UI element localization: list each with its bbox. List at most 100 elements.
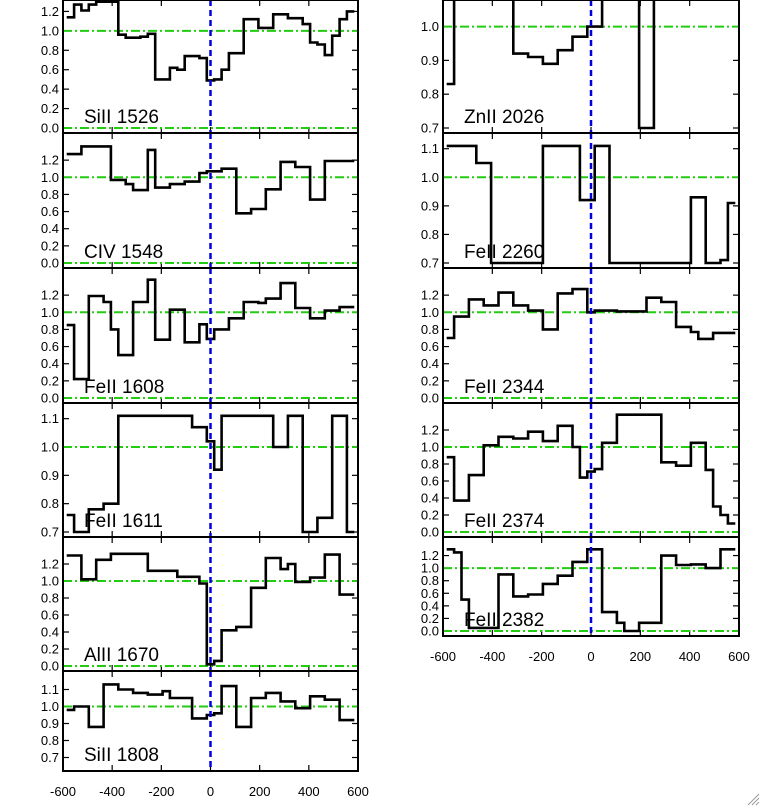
y-tick-label: 1.0	[421, 170, 439, 185]
y-tick-label: 0.6	[421, 586, 439, 601]
ion-label-feii-2344: FeII 2344	[464, 377, 545, 398]
spectrum-alii-1670	[66, 552, 355, 666]
y-tick-label: 1.1	[421, 141, 439, 156]
y-tick-label: 0.0	[421, 525, 439, 540]
y-tick-label: 0.0	[41, 121, 59, 136]
y-tick-label: 0.4	[41, 221, 59, 236]
y-tick-label: 0.0	[421, 391, 439, 406]
x-tick-label: 400	[298, 784, 320, 799]
y-tick-label: 1.2	[421, 288, 439, 303]
panel-feii-2260: 0.7 0.8 0.9 1.0 1.1 FeII 2260	[421, 132, 740, 271]
panel-feii-1611: 0.7 0.8 0.9 1.0 1.1 FeII 1611	[41, 402, 359, 540]
ion-label-feii-2382: FeII 2382	[464, 610, 544, 631]
panel-frame	[442, 536, 740, 637]
y-tick-label: 0.9	[421, 53, 439, 68]
y-tick-label: 0.2	[41, 373, 59, 388]
y-tick-label: 0.4	[41, 356, 59, 371]
y-tick-label: 0.0	[41, 391, 59, 406]
y-tick-label: 0.8	[421, 457, 439, 472]
y-tick-label: 0.8	[41, 496, 59, 511]
panel-feii-1608: 0.0 0.2 0.4 0.6 0.8 1.0 1.2 FeII 1608	[41, 267, 359, 406]
y-tick-label: 0.0	[41, 256, 59, 271]
spectrum-feii-2382	[446, 548, 736, 633]
y-tick-label: 1.0	[41, 699, 59, 714]
y-tick-label: 1.2	[41, 557, 59, 572]
y-tick-label: 1.0	[421, 561, 439, 576]
y-tick-label: 1.0	[41, 23, 59, 38]
panel-siii-1526: 0.0 0.2 0.4 0.6 0.8 1.0 1.2 SiII 1526	[41, 0, 359, 136]
y-tick-label: 0.4	[421, 491, 439, 506]
y-tick-label: 1.2	[421, 423, 439, 438]
y-tick-label: 1.1	[41, 682, 59, 697]
panel-znii-2026: 0.7 0.8 0.9 1.0 ZnII 2026	[421, 0, 740, 136]
y-tick-label: 0.4	[421, 598, 439, 613]
y-tick-label: 0.9	[41, 716, 59, 731]
y-tick-label: 0.2	[421, 373, 439, 388]
x-tick-label: -400	[479, 649, 505, 664]
panel-feii-2382: 0.00.20.40.60.81.01.2 FeII 2382	[421, 536, 740, 639]
x-tick-label: 200	[249, 784, 271, 799]
y-tick-label: 0.7	[421, 121, 439, 136]
ion-label-civ-1548: CIV 1548	[84, 242, 163, 263]
x-tick-label: 0	[587, 649, 594, 664]
y-tick-label: 1.0	[421, 440, 439, 455]
y-tick-label: 1.2	[421, 548, 439, 563]
y-tick-label: 0.4	[41, 82, 59, 97]
y-tick-label: 1.2	[41, 288, 59, 303]
spectrum-feii-1608	[66, 278, 355, 381]
x-tick-label: 600	[347, 784, 369, 799]
y-tick-label: 0.4	[41, 625, 59, 640]
y-tick-label: 0.6	[41, 339, 59, 354]
y-tick-label: 0.8	[421, 227, 439, 242]
y-tick-label: 1.0	[41, 305, 59, 320]
spectrum-feii-2260	[446, 144, 736, 265]
y-tick-label: 0.8	[421, 87, 439, 102]
y-tick-label: 0.2	[41, 101, 59, 116]
y-tick-label: 1.2	[41, 153, 59, 168]
y-tick-label: 0.9	[41, 468, 59, 483]
panel-feii-2374: 0.0 0.2 0.4 0.6 0.8 1.0 1.2 FeII 2374	[421, 402, 740, 540]
y-tick-label: 0.6	[41, 608, 59, 623]
y-tick-label: 0.8	[41, 43, 59, 58]
resize-grip-icon[interactable]	[747, 793, 760, 806]
x-tick-label: 200	[629, 649, 651, 664]
y-tick-label: 1.0	[421, 19, 439, 34]
y-tick-label: 0.6	[41, 62, 59, 77]
panel-civ-1548: 0.0 0.2 0.4 0.6 0.8 1.0 1.2 CIV 1548	[41, 132, 359, 271]
spectrum-civ-1548	[66, 145, 355, 215]
x-tick-label: -600	[430, 649, 456, 664]
x-axis-labels: -600 -400 -200 0 200 400 600 -600 -400 -200 0 200 40…	[50, 649, 750, 799]
y-tick-label: 1.0	[421, 305, 439, 320]
ion-label-feii-2374: FeII 2374	[464, 511, 545, 532]
y-tick-label: 0.6	[41, 204, 59, 219]
panel-frame	[62, 670, 359, 772]
y-tick-label: 0.2	[421, 611, 439, 626]
ion-label-znii-2026: ZnII 2026	[464, 107, 544, 128]
y-tick-label: 0.8	[41, 733, 59, 748]
y-tick-label: 0.8	[421, 322, 439, 337]
y-tick-label: 0.7	[421, 256, 439, 271]
panel-siii-1808: 0.7 0.8 0.9 1.0 1.1 SiII 1808	[41, 670, 359, 772]
y-tick-label: 1.0	[41, 440, 59, 455]
x-tick-label: 400	[679, 649, 701, 664]
x-tick-label: -600	[50, 784, 76, 799]
y-tick-label: 0.8	[41, 187, 59, 202]
y-tick-label: 0.8	[421, 573, 439, 588]
ion-label-siii-1526: SiII 1526	[84, 107, 159, 128]
y-tick-label: 1.1	[41, 411, 59, 426]
x-tick-label: -400	[99, 784, 125, 799]
y-tick-label: 0.7	[41, 525, 59, 540]
y-tick-label: 1.0	[41, 574, 59, 589]
ion-label-feii-1608: FeII 1608	[84, 377, 164, 398]
y-tick-label: 0.0	[421, 624, 439, 639]
y-tick-label: 1.0	[41, 170, 59, 185]
y-tick-label: 0.8	[41, 591, 59, 606]
spectrum-feii-2344	[446, 287, 736, 341]
x-tick-label: 0	[207, 784, 214, 799]
x-tick-label: -200	[529, 649, 555, 664]
ion-label-alii-1670: AlII 1670	[84, 645, 159, 666]
ion-label-feii-1611: FeII 1611	[84, 511, 163, 532]
y-tick-label: 1.2	[41, 4, 59, 19]
